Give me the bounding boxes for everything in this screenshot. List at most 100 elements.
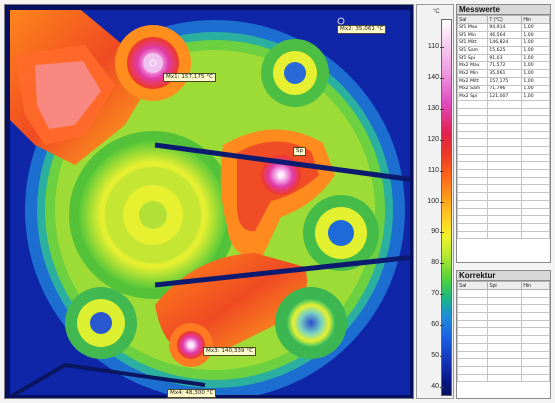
table-cell xyxy=(458,366,488,374)
column-header[interactable]: Sal xyxy=(458,282,488,290)
empty-table-row[interactable] xyxy=(458,147,550,155)
empty-table-row[interactable] xyxy=(458,320,550,328)
empty-table-row[interactable] xyxy=(458,100,550,108)
empty-table-row[interactable] xyxy=(458,162,550,170)
empty-table-row[interactable] xyxy=(458,336,550,344)
table-cell xyxy=(522,100,550,108)
marker-mx1-label[interactable]: Mx1: 157,175 °C xyxy=(163,73,216,82)
table-row[interactable]: Mx2 Mitt 157,175 1,00 xyxy=(458,77,550,85)
scale-tick-label: 110 xyxy=(419,167,439,174)
column-header[interactable]: Spi xyxy=(488,282,522,290)
table-cell xyxy=(488,162,522,170)
table-cell: Sf1 Mitt xyxy=(458,39,488,47)
table-cell: Mx2 Max xyxy=(458,62,488,70)
table-cell xyxy=(488,359,522,367)
empty-table-row[interactable] xyxy=(458,351,550,359)
marker-sp-label[interactable]: Sp xyxy=(293,147,306,156)
table-cell xyxy=(522,139,550,147)
table-cell xyxy=(488,100,522,108)
table-cell xyxy=(458,139,488,147)
temperature-scale: °C 110 140 130 120 110 100 90 80 70 60 50 40 xyxy=(416,4,454,399)
marker-mx4-label[interactable]: Mx4: 48,300 °C xyxy=(167,389,216,398)
table-row[interactable]: Sf1 Spi 91,03 1,00 xyxy=(458,54,550,62)
table-cell xyxy=(488,177,522,185)
table-cell xyxy=(522,328,550,336)
empty-table-row[interactable] xyxy=(458,305,550,313)
table-cell xyxy=(458,100,488,108)
marker-mx2-label[interactable]: Mx2: 35,061 °C xyxy=(337,25,386,34)
empty-table-row[interactable] xyxy=(458,343,550,351)
table-cell xyxy=(488,343,522,351)
empty-table-row[interactable] xyxy=(458,108,550,116)
table-row[interactable]: Sf1 Min 46,564 1,00 xyxy=(458,31,550,39)
table-cell xyxy=(488,231,522,239)
column-header[interactable]: T (°C) xyxy=(488,16,522,24)
table-row[interactable]: Sf1 Mitt 146,824 1,00 xyxy=(458,39,550,47)
scale-tick-label: 130 xyxy=(419,105,439,112)
scale-tick-label: 120 xyxy=(419,136,439,143)
thermal-image[interactable]: Mx1: 157,175 °C Mx2: 35,061 °C Mx3: 140,… xyxy=(4,4,414,399)
empty-table-row[interactable] xyxy=(458,177,550,185)
empty-table-row[interactable] xyxy=(458,185,550,193)
column-header[interactable]: Hin xyxy=(522,282,550,290)
table-cell xyxy=(522,320,550,328)
table-cell xyxy=(488,123,522,131)
table-row[interactable]: Mx2 Spi 121,007 1,00 xyxy=(458,93,550,101)
table-cell xyxy=(488,147,522,155)
empty-table-row[interactable] xyxy=(458,374,550,382)
table-cell xyxy=(458,305,488,313)
empty-table-row[interactable] xyxy=(458,200,550,208)
table-cell xyxy=(458,290,488,298)
table-cell xyxy=(458,154,488,162)
table-cell: Mx2 Spi xyxy=(458,93,488,101)
table-cell xyxy=(522,162,550,170)
table-cell xyxy=(458,116,488,124)
empty-table-row[interactable] xyxy=(458,231,550,239)
table-cell: 1,00 xyxy=(522,93,550,101)
table-row[interactable]: Mx2 Min 35,061 1,00 xyxy=(458,70,550,78)
empty-table-row[interactable] xyxy=(458,139,550,147)
table-row[interactable]: Mx2 Sam 71,796 1,00 xyxy=(458,85,550,93)
empty-table-row[interactable] xyxy=(458,328,550,336)
empty-table-row[interactable] xyxy=(458,208,550,216)
empty-table-row[interactable] xyxy=(458,154,550,162)
empty-table-row[interactable] xyxy=(458,216,550,224)
column-header[interactable]: Hin xyxy=(522,16,550,24)
table-cell xyxy=(522,154,550,162)
table-cell xyxy=(522,290,550,298)
messwerte-table[interactable]: Sal T (°C) Hin Sf1 Max 94,914 1,00 Sf1 Min 4… xyxy=(457,15,550,239)
table-cell: 1,00 xyxy=(522,54,550,62)
table-cell xyxy=(458,193,488,201)
marker-mx3-label[interactable]: Mx3: 140,339 °C xyxy=(203,347,256,356)
table-row[interactable]: Sf1 Sam 15,625 1,00 xyxy=(458,47,550,55)
korrektur-title: Korrektur xyxy=(457,271,550,281)
empty-table-row[interactable] xyxy=(458,290,550,298)
table-cell xyxy=(458,297,488,305)
scale-tick-label: 80 xyxy=(419,259,439,266)
table-cell xyxy=(488,200,522,208)
scale-tick-label: 50 xyxy=(419,352,439,359)
table-cell xyxy=(488,305,522,313)
table-cell xyxy=(488,185,522,193)
table-cell: 121,007 xyxy=(488,93,522,101)
table-cell xyxy=(522,177,550,185)
empty-table-row[interactable] xyxy=(458,313,550,321)
thermogram-canvas xyxy=(5,5,414,399)
table-cell xyxy=(522,359,550,367)
empty-table-row[interactable] xyxy=(458,170,550,178)
empty-table-row[interactable] xyxy=(458,131,550,139)
empty-table-row[interactable] xyxy=(458,297,550,305)
korrektur-table[interactable]: Sal Spi Hin xyxy=(457,281,550,382)
table-row[interactable]: Mx2 Max 71,572 1,00 xyxy=(458,62,550,70)
table-row[interactable]: Sf1 Max 94,914 1,00 xyxy=(458,24,550,32)
empty-table-row[interactable] xyxy=(458,366,550,374)
table-cell xyxy=(458,123,488,131)
empty-table-row[interactable] xyxy=(458,193,550,201)
empty-table-row[interactable] xyxy=(458,116,550,124)
empty-table-row[interactable] xyxy=(458,223,550,231)
empty-table-row[interactable] xyxy=(458,359,550,367)
empty-table-row[interactable] xyxy=(458,123,550,131)
table-cell xyxy=(488,193,522,201)
table-cell xyxy=(522,123,550,131)
column-header[interactable]: Sal xyxy=(458,16,488,24)
